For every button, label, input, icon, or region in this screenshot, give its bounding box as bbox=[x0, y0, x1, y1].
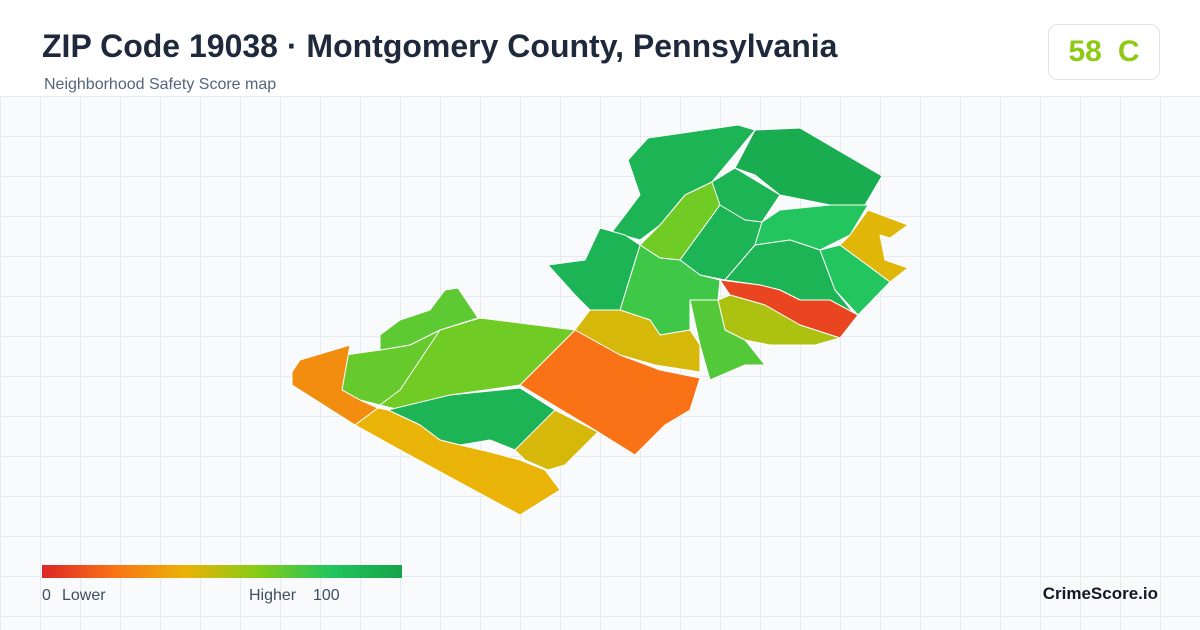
score-grade: C bbox=[1117, 35, 1140, 68]
title: ZIP Code 19038 · Montgomery County, Penn… bbox=[42, 28, 838, 64]
score-value: 58 bbox=[1068, 35, 1102, 68]
subtitle: Neighborhood Safety Score map bbox=[44, 76, 277, 93]
legend-max-label: Higher bbox=[249, 587, 297, 604]
region bbox=[514, 409, 599, 471]
region bbox=[519, 329, 701, 456]
legend-min: 0 bbox=[42, 587, 51, 604]
region bbox=[819, 244, 891, 316]
brand: CrimeScore.io bbox=[1042, 584, 1158, 603]
region bbox=[547, 227, 641, 311]
legend-max: 100 bbox=[313, 587, 340, 604]
region bbox=[354, 407, 561, 516]
region bbox=[839, 209, 909, 283]
header bbox=[0, 0, 1200, 96]
region bbox=[379, 287, 479, 351]
legend-bar bbox=[42, 565, 402, 578]
region bbox=[291, 344, 379, 426]
region bbox=[689, 299, 766, 381]
score-badge: 58 C bbox=[1048, 24, 1160, 80]
legend-min-label: Lower bbox=[62, 587, 106, 604]
